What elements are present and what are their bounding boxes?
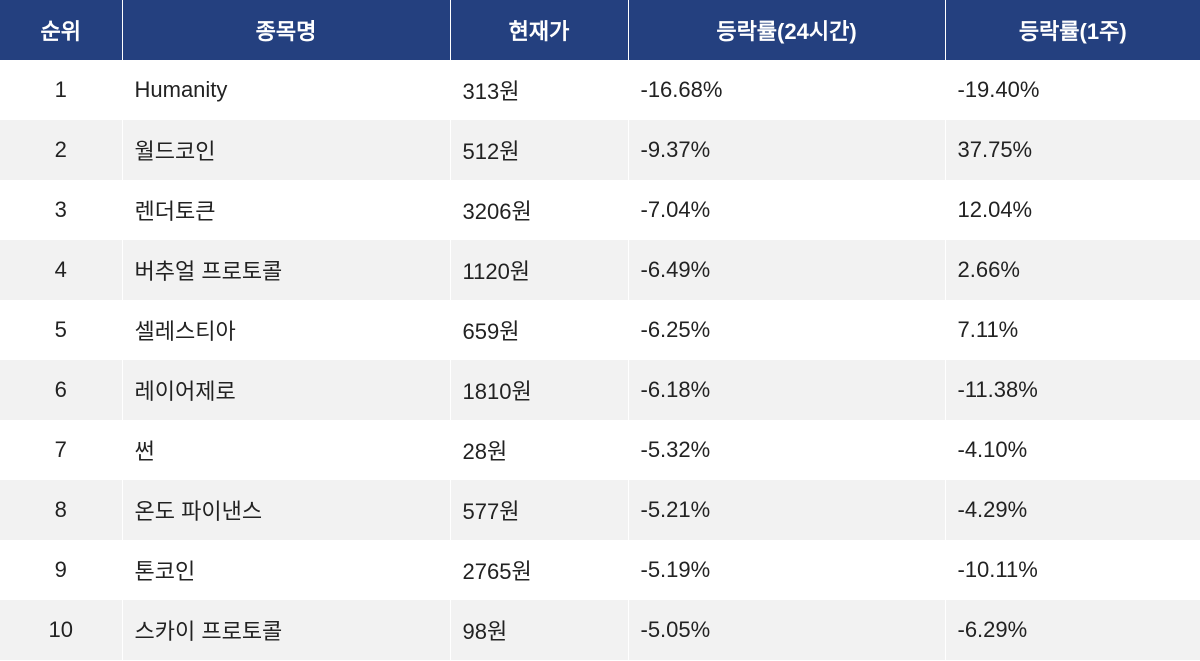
table-cell: -9.37% <box>628 120 946 180</box>
table-cell: 12.04% <box>945 180 1200 240</box>
table-cell: 7 <box>0 420 123 480</box>
table-cell: 10 <box>0 600 123 660</box>
header-cell: 현재가 <box>450 0 629 61</box>
table-cell: 3206원 <box>450 180 629 240</box>
table-row: 6 레이어제로 1810원 -6.18% -11.38% <box>0 360 1200 420</box>
table-cell: 659원 <box>450 300 629 360</box>
header-cell: 등락률(24시간) <box>628 0 946 61</box>
table-row: 9 톤코인 2765원 -5.19% -10.11% <box>0 540 1200 600</box>
table-cell: 1120원 <box>450 240 629 300</box>
table-row: 5 셀레스티아 659원 -6.25% 7.11% <box>0 300 1200 360</box>
table-body: 1 Humanity 313원 -16.68% -19.40% 2 월드코인 512원 -9.3… <box>0 60 1200 660</box>
table-row: 3 렌더토큰 3206원 -7.04% 12.04% <box>0 180 1200 240</box>
table-cell: 7.11% <box>945 300 1200 360</box>
header-cell: 종목명 <box>122 0 451 61</box>
table-cell: -6.25% <box>628 300 946 360</box>
table-cell: -6.29% <box>945 600 1200 660</box>
table-cell: -16.68% <box>628 60 946 120</box>
table-cell: 레이어제로 <box>122 360 451 420</box>
table-cell: Humanity <box>122 60 451 120</box>
header-row: 순위 종목명 현재가 등락률(24시간) 등락률(1주) <box>0 0 1200 61</box>
header-cell: 순위 <box>0 0 123 61</box>
table-row: 2 월드코인 512원 -9.37% 37.75% <box>0 120 1200 180</box>
table-cell: -19.40% <box>945 60 1200 120</box>
table-cell: 37.75% <box>945 120 1200 180</box>
table-cell: 온도 파이낸스 <box>122 480 451 540</box>
table-cell: -7.04% <box>628 180 946 240</box>
table-cell: 98원 <box>450 600 629 660</box>
header-cell: 등락률(1주) <box>945 0 1200 61</box>
table-cell: 3 <box>0 180 123 240</box>
table-row: 1 Humanity 313원 -16.68% -19.40% <box>0 60 1200 120</box>
table-cell: -10.11% <box>945 540 1200 600</box>
table-cell: 2765원 <box>450 540 629 600</box>
table-cell: 2 <box>0 120 123 180</box>
table-cell: 2.66% <box>945 240 1200 300</box>
table-cell: -4.10% <box>945 420 1200 480</box>
table-cell: 313원 <box>450 60 629 120</box>
table-row: 4 버추얼 프로토콜 1120원 -6.49% 2.66% <box>0 240 1200 300</box>
table-row: 8 온도 파이낸스 577원 -5.21% -4.29% <box>0 480 1200 540</box>
table-cell: -6.49% <box>628 240 946 300</box>
table-cell: 28원 <box>450 420 629 480</box>
table-cell: 4 <box>0 240 123 300</box>
table-cell: 썬 <box>122 420 451 480</box>
table-cell: 셀레스티아 <box>122 300 451 360</box>
table-row: 7 썬 28원 -5.32% -4.10% <box>0 420 1200 480</box>
table-cell: 버추얼 프로토콜 <box>122 240 451 300</box>
table-cell: 렌더토큰 <box>122 180 451 240</box>
table-cell: 월드코인 <box>122 120 451 180</box>
table-cell: 5 <box>0 300 123 360</box>
table-cell: -5.32% <box>628 420 946 480</box>
table-cell: 6 <box>0 360 123 420</box>
table-cell: 9 <box>0 540 123 600</box>
table-cell: -6.18% <box>628 360 946 420</box>
table-row: 10 스카이 프로토콜 98원 -5.05% -6.29% <box>0 600 1200 660</box>
table-cell: 577원 <box>450 480 629 540</box>
table-cell: 1 <box>0 60 123 120</box>
table-cell: 512원 <box>450 120 629 180</box>
table-cell: -11.38% <box>945 360 1200 420</box>
table-cell: 톤코인 <box>122 540 451 600</box>
table-header: 순위 종목명 현재가 등락률(24시간) 등락률(1주) <box>0 0 1200 61</box>
table-cell: -4.29% <box>945 480 1200 540</box>
table-cell: -5.05% <box>628 600 946 660</box>
table-cell: 8 <box>0 480 123 540</box>
table-cell: 스카이 프로토콜 <box>122 600 451 660</box>
table-cell: 1810원 <box>450 360 629 420</box>
table-cell: -5.19% <box>628 540 946 600</box>
table-cell: -5.21% <box>628 480 946 540</box>
